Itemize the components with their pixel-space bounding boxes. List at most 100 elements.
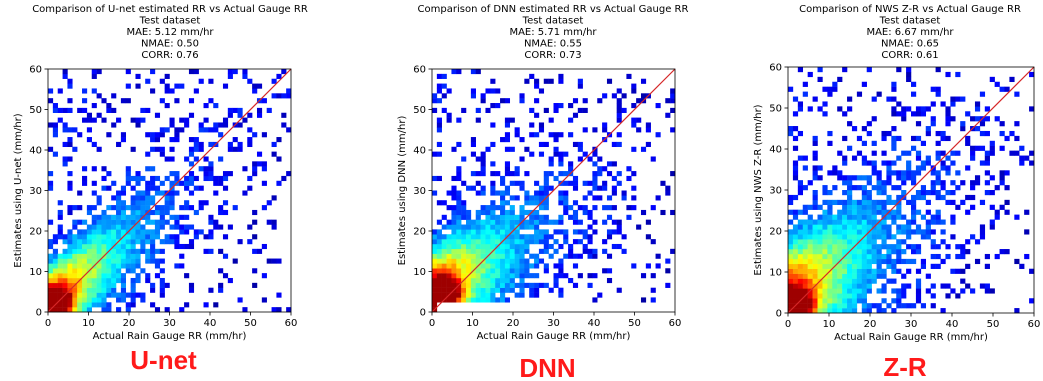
- heatmap-cell: [519, 93, 525, 99]
- heatmap-cell: [116, 195, 122, 201]
- heatmap-cell: [222, 200, 229, 206]
- heatmap-cell: [650, 297, 656, 303]
- heatmap-cell: [606, 78, 613, 84]
- heatmap-cell: [203, 171, 209, 177]
- heatmap-cell: [135, 122, 141, 128]
- heatmap-cell: [188, 239, 195, 245]
- heatmap-cell: [456, 190, 462, 196]
- heatmap-cell: [48, 253, 54, 259]
- heatmap-cell: [125, 253, 131, 259]
- heatmap-cell: [154, 146, 161, 152]
- heatmap-cell: [626, 175, 632, 182]
- heatmap-cell: [842, 303, 848, 309]
- heatmap-cell: [548, 185, 554, 191]
- heatmap-cell: [534, 273, 540, 279]
- heatmap-cell: [446, 243, 452, 250]
- heatmap-cell: [509, 195, 515, 201]
- heatmap-cell: [436, 141, 442, 148]
- heatmap-cell: [797, 130, 804, 137]
- heatmap-cell: [847, 106, 853, 112]
- heatmap-cell: [548, 171, 554, 177]
- heatmap-cell: [955, 96, 961, 102]
- heatmap-cell: [451, 175, 457, 182]
- heatmap-cell: [602, 205, 608, 211]
- heatmap-cell: [145, 219, 151, 225]
- heatmap-cell: [631, 117, 637, 123]
- chart-title-line: Test dataset: [522, 16, 584, 27]
- heatmap-cell: [788, 239, 794, 245]
- heatmap-cell: [901, 116, 907, 122]
- heatmap-cell: [812, 303, 818, 309]
- heatmap-cell: [911, 111, 917, 117]
- heatmap-cell: [861, 268, 867, 274]
- heatmap-cell: [135, 171, 141, 177]
- heatmap-cell: [198, 185, 204, 191]
- heatmap-cell: [451, 292, 457, 298]
- heatmap-cell: [247, 127, 253, 133]
- heatmap-cell: [174, 98, 180, 104]
- heatmap-cell: [861, 258, 867, 265]
- heatmap-cell: [504, 277, 511, 284]
- heatmap-cell: [67, 171, 73, 177]
- heatmap-cell: [881, 244, 887, 250]
- heatmap-cell: [797, 278, 804, 284]
- heatmap-cell: [150, 229, 156, 235]
- heatmap-cell: [480, 263, 486, 269]
- heatmap-cell: [461, 282, 467, 288]
- heatmap-cell: [154, 219, 161, 225]
- heatmap-cell: [150, 88, 156, 94]
- heatmap-cell: [616, 224, 622, 230]
- heatmap-cell: [616, 219, 622, 225]
- heatmap-cell: [621, 190, 627, 196]
- heatmap-cell: [797, 293, 804, 299]
- heatmap-cell: [106, 302, 112, 308]
- heatmap-cell: [150, 302, 156, 308]
- heatmap-cell: [807, 283, 813, 289]
- heatmap-cell: [470, 171, 476, 177]
- heatmap-cell: [960, 96, 966, 102]
- heatmap-cell: [286, 171, 292, 177]
- heatmap-cell: [984, 106, 990, 112]
- heatmap-cell: [543, 234, 549, 240]
- heatmap-cell: [827, 130, 833, 137]
- x-tick-label: 40: [204, 318, 217, 329]
- heatmap-cell: [802, 249, 808, 255]
- heatmap-cell: [86, 287, 92, 293]
- heatmap-cell: [842, 278, 848, 284]
- heatmap-cell: [851, 214, 858, 220]
- heatmap-cell: [930, 116, 936, 122]
- heatmap-cell: [159, 292, 165, 298]
- heatmap-cell: [514, 263, 520, 269]
- heatmap-cell: [67, 229, 73, 235]
- heatmap-cell: [925, 229, 931, 235]
- heatmap-cell: [788, 219, 794, 225]
- heatmap-cell: [519, 214, 525, 220]
- heatmap-cell: [553, 248, 559, 254]
- heatmap-cell: [48, 258, 54, 264]
- heatmap-cell: [856, 258, 863, 265]
- heatmap-cell: [470, 258, 476, 264]
- heatmap-cell: [57, 263, 63, 269]
- heatmap-cell: [538, 282, 545, 288]
- heatmap-cell: [203, 302, 209, 308]
- heatmap-cell: [106, 243, 112, 250]
- heatmap-cell: [606, 277, 613, 284]
- heatmap-cell: [91, 239, 97, 245]
- heatmap-cell: [915, 288, 922, 294]
- heatmap-cell: [62, 122, 68, 128]
- heatmap-cell: [558, 132, 564, 138]
- heatmap-cell: [856, 234, 863, 240]
- heatmap-cell: [1029, 268, 1035, 274]
- heatmap-cell: [616, 171, 622, 177]
- heatmap-cell: [822, 244, 828, 250]
- heatmap-cell: [184, 229, 190, 235]
- heatmap-cell: [906, 170, 912, 176]
- heatmap-cell: [1029, 160, 1035, 166]
- heatmap-cells: [48, 69, 292, 313]
- heatmap-cell: [130, 282, 136, 288]
- heatmap-cell: [856, 135, 863, 142]
- heatmap-cell: [945, 116, 951, 122]
- heatmap-cell: [636, 127, 642, 133]
- heatmap-cell: [832, 214, 838, 220]
- heatmap-cell: [974, 180, 981, 186]
